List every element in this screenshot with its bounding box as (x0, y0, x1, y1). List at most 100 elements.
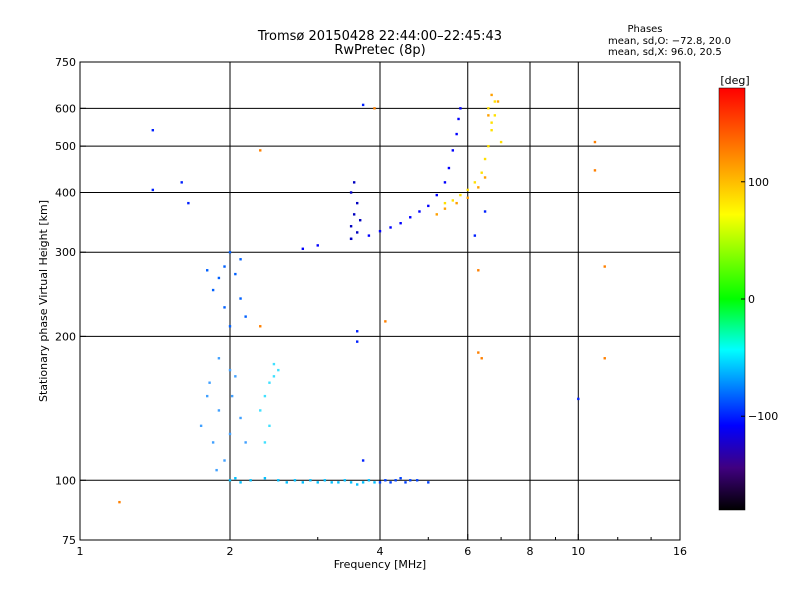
x-tick-label: 6 (464, 545, 471, 558)
data-point (593, 140, 597, 144)
data-point (239, 297, 242, 300)
data-point (427, 204, 430, 208)
data-point (409, 216, 412, 219)
data-point (244, 441, 247, 444)
data-point (352, 213, 356, 216)
data-point (234, 477, 237, 480)
data-point (496, 100, 500, 103)
data-point (493, 114, 497, 117)
data-point (384, 320, 387, 323)
data-point (483, 210, 487, 213)
y-tick-label: 600 (55, 102, 76, 115)
data-point (263, 441, 267, 444)
data-point (455, 132, 458, 136)
colorbar-label: [deg] (720, 74, 749, 87)
data-point (259, 409, 262, 412)
data-point (239, 258, 242, 261)
data-point (355, 483, 359, 486)
data-point (477, 269, 480, 272)
data-point (490, 128, 493, 132)
data-point (277, 368, 280, 372)
data-point (361, 459, 365, 462)
data-point (285, 481, 288, 484)
data-point (459, 193, 462, 197)
data-point (435, 213, 438, 216)
data-point (427, 481, 430, 484)
data-point (603, 357, 606, 360)
data-point (361, 103, 365, 107)
data-point (239, 416, 242, 420)
data-point (378, 481, 382, 484)
data-point (230, 394, 234, 398)
data-point (259, 149, 262, 152)
data-point (180, 181, 183, 184)
x-tick-label: 4 (377, 545, 384, 558)
data-point (309, 479, 312, 482)
data-point (211, 288, 215, 292)
colorbar-tick-label: 0 (748, 293, 755, 306)
data-point (234, 375, 237, 378)
data-point (249, 479, 252, 482)
data-point (355, 340, 359, 343)
data-point (277, 479, 280, 482)
y-tick-label: 75 (62, 534, 76, 547)
data-point (487, 107, 490, 110)
x-tick-label: 2 (227, 545, 234, 558)
legend-line-x: mean, sd,X: 96.0, 20.5 (608, 47, 722, 58)
data-point (361, 481, 365, 484)
data-point (480, 357, 483, 360)
data-point (228, 368, 232, 372)
y-tick-label: 500 (55, 140, 76, 153)
data-point (323, 479, 327, 482)
data-point (223, 459, 226, 462)
data-point (477, 186, 480, 189)
data-point (490, 93, 493, 97)
data-point (443, 181, 447, 184)
data-point (293, 479, 297, 482)
data-point (490, 121, 493, 124)
data-point (399, 477, 402, 480)
data-point (316, 244, 319, 247)
colorbar-tick-label: 100 (748, 176, 769, 189)
data-point (217, 276, 221, 280)
data-point (480, 171, 483, 174)
data-point (443, 207, 447, 210)
data-point (389, 481, 392, 484)
data-point (466, 196, 469, 199)
data-point (151, 128, 155, 132)
data-point (239, 481, 242, 484)
colorbar-ticks: 100 0 −100 (741, 176, 778, 423)
data-point (223, 306, 226, 309)
x-axis-label: Frequency [MHz] (334, 558, 426, 571)
data-points (118, 93, 606, 504)
x-axis-ticks: 1 2 4 6 8 10 16 (77, 534, 687, 558)
data-point (367, 479, 371, 482)
data-point (330, 481, 333, 484)
data-point (211, 441, 215, 444)
y-tick-label: 750 (55, 56, 76, 69)
data-point (473, 234, 477, 237)
data-point (487, 144, 490, 148)
legend-title: Phases (627, 24, 662, 35)
data-point (451, 149, 455, 152)
data-point (373, 107, 376, 110)
data-point (415, 479, 419, 482)
data-point (217, 409, 221, 412)
data-point (217, 357, 221, 360)
data-point (389, 226, 392, 229)
gridlines (80, 62, 680, 540)
data-point (244, 315, 247, 318)
data-point (352, 181, 356, 184)
data-point (443, 201, 447, 205)
chart-subtitle: RwPretec (8p) (334, 43, 425, 58)
data-point (473, 181, 477, 184)
data-point (483, 157, 487, 161)
data-point (205, 394, 209, 398)
data-point (234, 272, 237, 276)
data-point (263, 477, 267, 480)
data-point (272, 362, 276, 366)
data-point (272, 375, 276, 378)
legend-line-o: mean, sd,O: −72.8, 20.0 (608, 36, 731, 47)
data-point (263, 394, 267, 398)
data-point (301, 247, 305, 250)
